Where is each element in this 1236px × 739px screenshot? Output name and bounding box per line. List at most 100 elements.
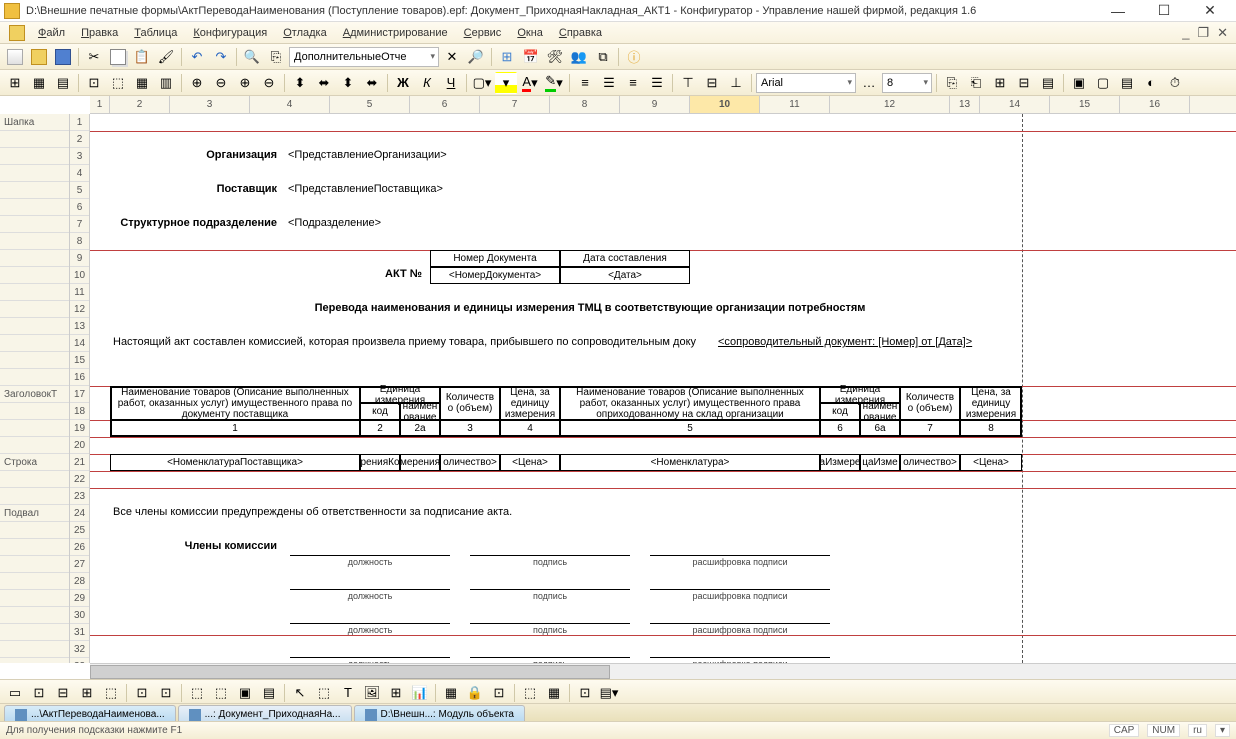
- header-cell[interactable]: 2а: [400, 420, 440, 437]
- header-cell[interactable]: <Цена>: [500, 454, 560, 471]
- section-label-13[interactable]: [0, 318, 69, 335]
- maximize-button[interactable]: ☐: [1142, 1, 1186, 21]
- section-label-7[interactable]: [0, 216, 69, 233]
- help-icon[interactable]: ⓘ: [623, 46, 645, 68]
- header-cell[interactable]: мерения: [400, 454, 440, 471]
- col-header-3[interactable]: 3: [170, 96, 250, 113]
- valign-mid-button[interactable]: ⊟: [701, 72, 723, 94]
- col-header-4[interactable]: 4: [250, 96, 330, 113]
- new-icon[interactable]: [4, 46, 26, 68]
- tb2-e1[interactable]: ⎘: [941, 72, 963, 94]
- section-label-12[interactable]: [0, 301, 69, 318]
- cell[interactable]: должность: [290, 556, 450, 568]
- row-ruler[interactable]: 1234567891011121314151617181920212223242…: [70, 114, 90, 663]
- goto-icon[interactable]: ⎘: [265, 46, 287, 68]
- section-label-25[interactable]: [0, 522, 69, 539]
- syntax-icon[interactable]: 👥: [568, 46, 590, 68]
- col-header-1[interactable]: 1: [90, 96, 110, 113]
- section-label-5[interactable]: [0, 182, 69, 199]
- row-header-10[interactable]: 10: [70, 267, 89, 284]
- cell[interactable]: <ПредставлениеПоставщика>: [285, 182, 585, 199]
- header-cell[interactable]: Цена, за единицу измерения: [960, 386, 1022, 420]
- font-combo[interactable]: Arial: [756, 73, 856, 93]
- section-label-10[interactable]: [0, 267, 69, 284]
- row-header-9[interactable]: 9: [70, 250, 89, 267]
- menu-Правка[interactable]: Правка: [73, 25, 126, 41]
- tb3-6[interactable]: ⊡: [131, 682, 153, 704]
- row-header-12[interactable]: 12: [70, 301, 89, 318]
- section-label-26[interactable]: [0, 539, 69, 556]
- col-header-11[interactable]: 11: [760, 96, 830, 113]
- horizontal-scrollbar[interactable]: [90, 663, 1236, 679]
- col-header-9[interactable]: 9: [620, 96, 690, 113]
- col-header-6[interactable]: 6: [410, 96, 480, 113]
- section-label-11[interactable]: [0, 284, 69, 301]
- header-cell[interactable]: 6а: [860, 420, 900, 437]
- tb2-ins1[interactable]: ⊕: [186, 72, 208, 94]
- tb3-24[interactable]: ▤▾: [598, 682, 620, 704]
- cell[interactable]: Все члены комиссии предупреждены об отве…: [110, 505, 610, 522]
- tb3-3[interactable]: ⊟: [52, 682, 74, 704]
- section-label-22[interactable]: [0, 471, 69, 488]
- section-label-15[interactable]: [0, 352, 69, 369]
- header-cell[interactable]: <НомерДокумента>: [430, 267, 560, 284]
- tb2-a2[interactable]: ⬌: [313, 72, 335, 94]
- header-cell[interactable]: 6: [820, 420, 860, 437]
- header-cell[interactable]: Наименование товаров (Описание выполненн…: [560, 386, 820, 420]
- paste-icon[interactable]: 📋: [131, 46, 153, 68]
- tb3-19[interactable]: 🔒: [464, 682, 486, 704]
- tb3-23[interactable]: ⊡: [574, 682, 596, 704]
- header-cell[interactable]: наимен ование: [860, 403, 900, 420]
- tb2-f5[interactable]: ⏱: [1164, 72, 1186, 94]
- tb3-18[interactable]: ▦: [440, 682, 462, 704]
- section-label-24[interactable]: Подвал: [0, 505, 69, 522]
- section-label-31[interactable]: [0, 624, 69, 641]
- col-header-12[interactable]: 12: [830, 96, 950, 113]
- header-cell[interactable]: Номер Документа: [430, 250, 560, 267]
- header-cell[interactable]: ренияКо: [360, 454, 400, 471]
- tool-icon[interactable]: 🛠: [544, 46, 566, 68]
- underline-button[interactable]: Ч: [440, 72, 462, 94]
- status-dd[interactable]: ▾: [1215, 724, 1230, 737]
- section-labels[interactable]: ШапкаЗаголовокТСтрокаПодвал: [0, 114, 70, 663]
- tb3-10[interactable]: ▣: [234, 682, 256, 704]
- align-justify-button[interactable]: ☰: [646, 72, 668, 94]
- menu-Окна[interactable]: Окна: [509, 25, 551, 41]
- cell[interactable]: подпись: [470, 556, 630, 568]
- redo-icon[interactable]: ↷: [210, 46, 232, 68]
- header-cell[interactable]: цаИзме: [860, 454, 900, 471]
- col-header-8[interactable]: 8: [550, 96, 620, 113]
- cell[interactable]: расшифровка подписи: [650, 556, 830, 568]
- row-header-5[interactable]: 5: [70, 182, 89, 199]
- app-menu-icon[interactable]: [6, 22, 28, 44]
- cell[interactable]: расшифровка подписи: [650, 624, 830, 636]
- section-label-32[interactable]: [0, 641, 69, 658]
- menu-Отладка[interactable]: Отладка: [275, 25, 335, 41]
- tb2-f4[interactable]: ◐: [1140, 72, 1162, 94]
- row-header-2[interactable]: 2: [70, 131, 89, 148]
- mdi-restore-icon[interactable]: ❐: [1195, 25, 1211, 41]
- tb2-ins3[interactable]: ⊕: [234, 72, 256, 94]
- tb3-21[interactable]: ⬚: [519, 682, 541, 704]
- save-icon[interactable]: [52, 46, 74, 68]
- row-header-15[interactable]: 15: [70, 352, 89, 369]
- section-label-8[interactable]: [0, 233, 69, 250]
- tb2-e5[interactable]: ▤: [1037, 72, 1059, 94]
- section-label-19[interactable]: [0, 420, 69, 437]
- row-header-32[interactable]: 32: [70, 641, 89, 658]
- cell[interactable]: <ПредставлениеОрганизации>: [285, 148, 585, 165]
- bold-button[interactable]: Ж: [392, 72, 414, 94]
- row-header-23[interactable]: 23: [70, 488, 89, 505]
- section-label-18[interactable]: [0, 403, 69, 420]
- cell[interactable]: подпись: [470, 590, 630, 602]
- tb3-2[interactable]: ⊡: [28, 682, 50, 704]
- row-header-28[interactable]: 28: [70, 573, 89, 590]
- col-header-5[interactable]: 5: [330, 96, 410, 113]
- row-header-22[interactable]: 22: [70, 471, 89, 488]
- header-cell[interactable]: <НоменклатураПоставщика>: [110, 454, 360, 471]
- section-label-28[interactable]: [0, 573, 69, 590]
- section-label-20[interactable]: [0, 437, 69, 454]
- calc-icon[interactable]: ⊞: [496, 46, 518, 68]
- row-header-4[interactable]: 4: [70, 165, 89, 182]
- row-header-7[interactable]: 7: [70, 216, 89, 233]
